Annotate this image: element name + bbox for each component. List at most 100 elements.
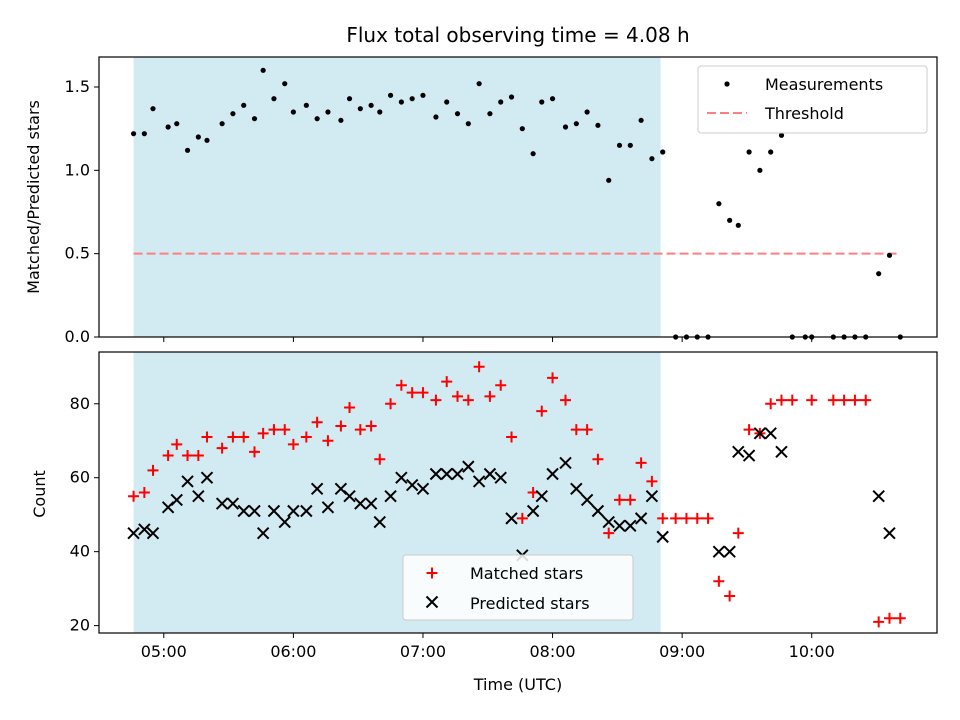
matched-stars-point (786, 394, 798, 406)
predicted-stars-point (373, 515, 386, 529)
matched-stars-point (713, 575, 725, 587)
measurement-point (387, 92, 394, 98)
matched-stars-point (268, 424, 280, 436)
predicted-stars-point (723, 545, 736, 558)
predicted-stars-point (226, 497, 240, 510)
predicted-stars-point (559, 456, 572, 470)
legend-box (697, 65, 928, 134)
measurement-point (606, 177, 612, 183)
matched-stars-point (883, 612, 895, 624)
measurement-point (174, 121, 180, 127)
predicted-stars-point (732, 445, 745, 459)
predicted-stars-point (192, 489, 205, 503)
y-tick-label: 0.0 (65, 327, 90, 346)
matched-stars-point (827, 394, 839, 406)
predicted-stars-point (472, 475, 486, 488)
matched-stars-point (406, 387, 418, 399)
predicted-stars-point (429, 467, 443, 481)
predicted-stars-point (462, 460, 475, 473)
measurement-point (454, 111, 461, 117)
matched-stars-point (374, 453, 386, 465)
measurement-point (325, 109, 331, 115)
measurement-point (165, 124, 171, 130)
predicted-stars-point (248, 504, 261, 518)
y-tick-label: 60 (70, 468, 90, 487)
matched-stars-point (646, 475, 658, 487)
matched-stars-point (838, 394, 850, 406)
measurement-point (290, 109, 296, 115)
predicted-stars-point (384, 489, 397, 503)
matched-stars-point (614, 494, 626, 506)
predicted-stars-point (634, 512, 648, 525)
matched-stars-point (806, 394, 818, 406)
matched-stars-point (624, 494, 636, 506)
measurement-point (141, 131, 147, 137)
matched-stars-point (691, 512, 703, 524)
predicted-stars-point (872, 489, 885, 503)
matched-stars-point (192, 450, 204, 462)
predicted-stars-point (613, 519, 626, 532)
measurement-point (876, 271, 882, 277)
matched-stars-point (743, 424, 755, 436)
measurement-point (368, 102, 374, 108)
matched-stars-point (702, 512, 714, 524)
matched-stars-point (603, 527, 615, 539)
matched-stars-point (216, 442, 228, 454)
matched-stars-point (147, 464, 159, 476)
measurement-point (778, 132, 785, 138)
measurement-point (746, 149, 752, 155)
predicted-stars-point (494, 471, 507, 484)
predicted-stars-point (170, 493, 183, 507)
y-tick-label: 0.5 (65, 244, 90, 263)
measurement-point (346, 96, 353, 102)
measurement-point (465, 121, 471, 127)
measurement-point (562, 124, 569, 130)
matched-stars-point (860, 394, 872, 406)
measurement-point (204, 137, 210, 143)
predicted-stars-point (602, 515, 615, 529)
predicted-stars-point (753, 427, 767, 440)
axes-frame (98, 56, 938, 338)
measurement-point (444, 99, 450, 105)
predicted-stars-point (645, 489, 659, 503)
axes-frame (98, 351, 938, 634)
y-tick-label: 40 (70, 542, 90, 561)
legend-label-measurements: Measurements (765, 75, 883, 94)
matched-stars-point (417, 387, 429, 399)
predicted-stars-point (267, 504, 281, 518)
measurement-point (595, 122, 601, 128)
measurement-point (627, 142, 633, 148)
predicted-stars-point (451, 467, 464, 481)
matched-stars-point (536, 405, 548, 417)
measurement-point (260, 67, 266, 73)
measurement-point (219, 121, 225, 127)
predicted-stars-point (395, 471, 408, 484)
measurement-point (398, 99, 404, 105)
x-tick-label: 10:00 (789, 642, 835, 661)
matched-stars-point (473, 361, 485, 373)
panel-ratio: 0.0 0.5 1.0 1.5 Measurements Threshold (65, 56, 938, 346)
predicted-stars-point (300, 504, 313, 518)
y-axis-label-bottom: Count (30, 470, 49, 518)
measurement-point (195, 134, 201, 140)
measurement-point (230, 111, 236, 117)
measurement-point (530, 151, 536, 157)
predicted-stars-point (580, 493, 594, 507)
measurement-point (377, 109, 383, 115)
predicted-stars-point (883, 526, 896, 540)
predicted-stars-point (278, 515, 291, 529)
matched-stars-point (581, 424, 593, 436)
predicted-stars-point (546, 467, 559, 481)
matched-stars-point (171, 438, 183, 450)
measurement-point (660, 149, 666, 155)
matched-stars-point (657, 512, 669, 524)
matched-stars-point (670, 512, 682, 524)
predicted-stars-point (354, 497, 367, 510)
predicted-stars-point (624, 519, 637, 532)
measurement-point (616, 142, 623, 148)
legend-label-predicted: Predicted stars (470, 594, 590, 613)
predicted-stars-point (526, 504, 540, 518)
measurement-point (338, 117, 344, 123)
matched-stars-point (765, 398, 777, 410)
predicted-stars-point (127, 526, 140, 540)
